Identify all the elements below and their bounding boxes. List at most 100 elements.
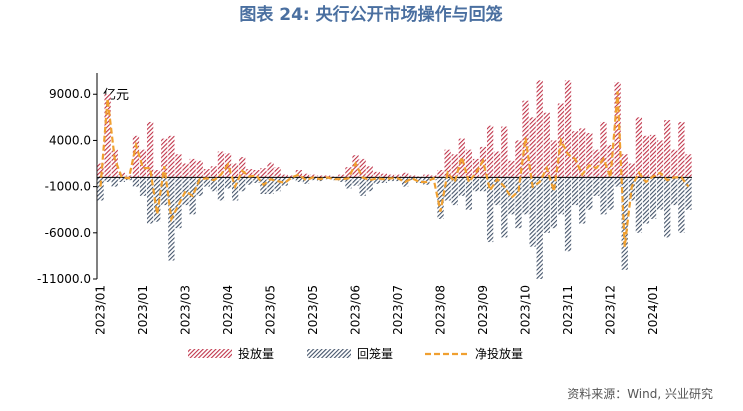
bar bbox=[316, 175, 324, 178]
bar bbox=[430, 175, 437, 178]
bar bbox=[345, 177, 352, 189]
bar bbox=[281, 174, 288, 178]
bar bbox=[97, 163, 104, 178]
bar bbox=[571, 131, 579, 178]
bar bbox=[239, 177, 246, 192]
bar bbox=[642, 135, 650, 178]
bar bbox=[295, 177, 303, 183]
x-tick-label: 2023/05 bbox=[306, 285, 320, 335]
bar bbox=[607, 177, 614, 210]
bar bbox=[104, 177, 111, 183]
bar bbox=[189, 158, 196, 178]
y-tick-label: 4000.0 bbox=[49, 133, 91, 147]
bar bbox=[472, 158, 480, 178]
x-tick-label: 2023/11 bbox=[561, 285, 575, 335]
bar bbox=[146, 121, 154, 178]
bar bbox=[685, 154, 692, 178]
bar bbox=[352, 155, 359, 178]
bar bbox=[494, 177, 501, 206]
bar bbox=[182, 177, 189, 206]
legend-label: 回笼量 bbox=[357, 346, 393, 361]
bar bbox=[125, 175, 133, 178]
bar bbox=[224, 177, 232, 189]
bar bbox=[387, 174, 395, 178]
bar bbox=[571, 177, 579, 206]
bar bbox=[394, 174, 402, 178]
bar bbox=[451, 177, 458, 206]
bar bbox=[246, 169, 253, 178]
bar bbox=[671, 149, 678, 178]
bar bbox=[529, 117, 536, 178]
bar bbox=[154, 177, 161, 222]
bar bbox=[550, 177, 558, 229]
bar bbox=[302, 173, 310, 178]
bar bbox=[203, 177, 210, 187]
bar bbox=[161, 177, 168, 206]
bar bbox=[380, 173, 388, 178]
bar bbox=[671, 177, 678, 206]
bar bbox=[614, 177, 621, 187]
legend-swatch bbox=[188, 349, 232, 358]
bar bbox=[423, 174, 430, 178]
bar bbox=[161, 138, 168, 178]
bar bbox=[600, 121, 607, 178]
bar bbox=[118, 177, 125, 183]
bar bbox=[139, 149, 147, 178]
bar bbox=[635, 117, 643, 178]
legend-label: 投放量 bbox=[238, 346, 274, 361]
x-tick-label: 2023/09 bbox=[476, 285, 490, 335]
bar bbox=[479, 177, 487, 192]
bar bbox=[600, 177, 607, 215]
bar bbox=[515, 140, 522, 178]
x-tick-label: 2023/10 bbox=[519, 285, 533, 335]
bar bbox=[331, 177, 338, 181]
bar bbox=[373, 177, 380, 184]
bar bbox=[529, 177, 536, 247]
bar bbox=[168, 135, 175, 178]
bar bbox=[309, 177, 317, 181]
source-note: 资料来源：Wind, 兴业研究 bbox=[567, 386, 713, 401]
bar bbox=[401, 172, 409, 178]
bar bbox=[338, 177, 345, 183]
bar bbox=[536, 80, 543, 178]
bar bbox=[175, 154, 182, 178]
bar bbox=[154, 169, 161, 178]
bar bbox=[210, 177, 218, 192]
x-tick-label: 2023/05 bbox=[264, 285, 278, 335]
bar bbox=[409, 177, 416, 181]
bar bbox=[267, 162, 274, 178]
bar bbox=[274, 167, 281, 178]
bar bbox=[288, 177, 295, 180]
bar bbox=[522, 177, 529, 215]
bar bbox=[345, 167, 352, 178]
x-tick-label: 2023/08 bbox=[434, 285, 448, 335]
bar bbox=[203, 169, 210, 178]
bar bbox=[628, 163, 635, 178]
legend-swatch bbox=[307, 349, 351, 358]
bar bbox=[656, 140, 664, 178]
bar bbox=[416, 177, 423, 183]
bar bbox=[472, 177, 480, 192]
bar bbox=[550, 140, 558, 178]
bar bbox=[196, 177, 203, 196]
bar bbox=[465, 177, 473, 210]
x-tick-label: 2023/07 bbox=[391, 285, 405, 335]
bar bbox=[486, 177, 494, 243]
bar bbox=[210, 166, 218, 178]
bar bbox=[543, 177, 550, 233]
bar bbox=[253, 177, 260, 183]
bar bbox=[373, 171, 380, 178]
legend-label: 净投放量 bbox=[475, 346, 523, 361]
bar bbox=[366, 166, 373, 178]
x-tick-label: 2023/12 bbox=[604, 285, 618, 335]
bar bbox=[444, 177, 451, 201]
bar bbox=[579, 177, 586, 224]
bar bbox=[132, 135, 140, 178]
bar bbox=[678, 177, 685, 233]
x-tick-label: 2023/04 bbox=[221, 285, 235, 335]
bar bbox=[132, 177, 140, 187]
bar bbox=[465, 149, 473, 178]
bar bbox=[231, 163, 239, 178]
bar bbox=[501, 126, 508, 178]
